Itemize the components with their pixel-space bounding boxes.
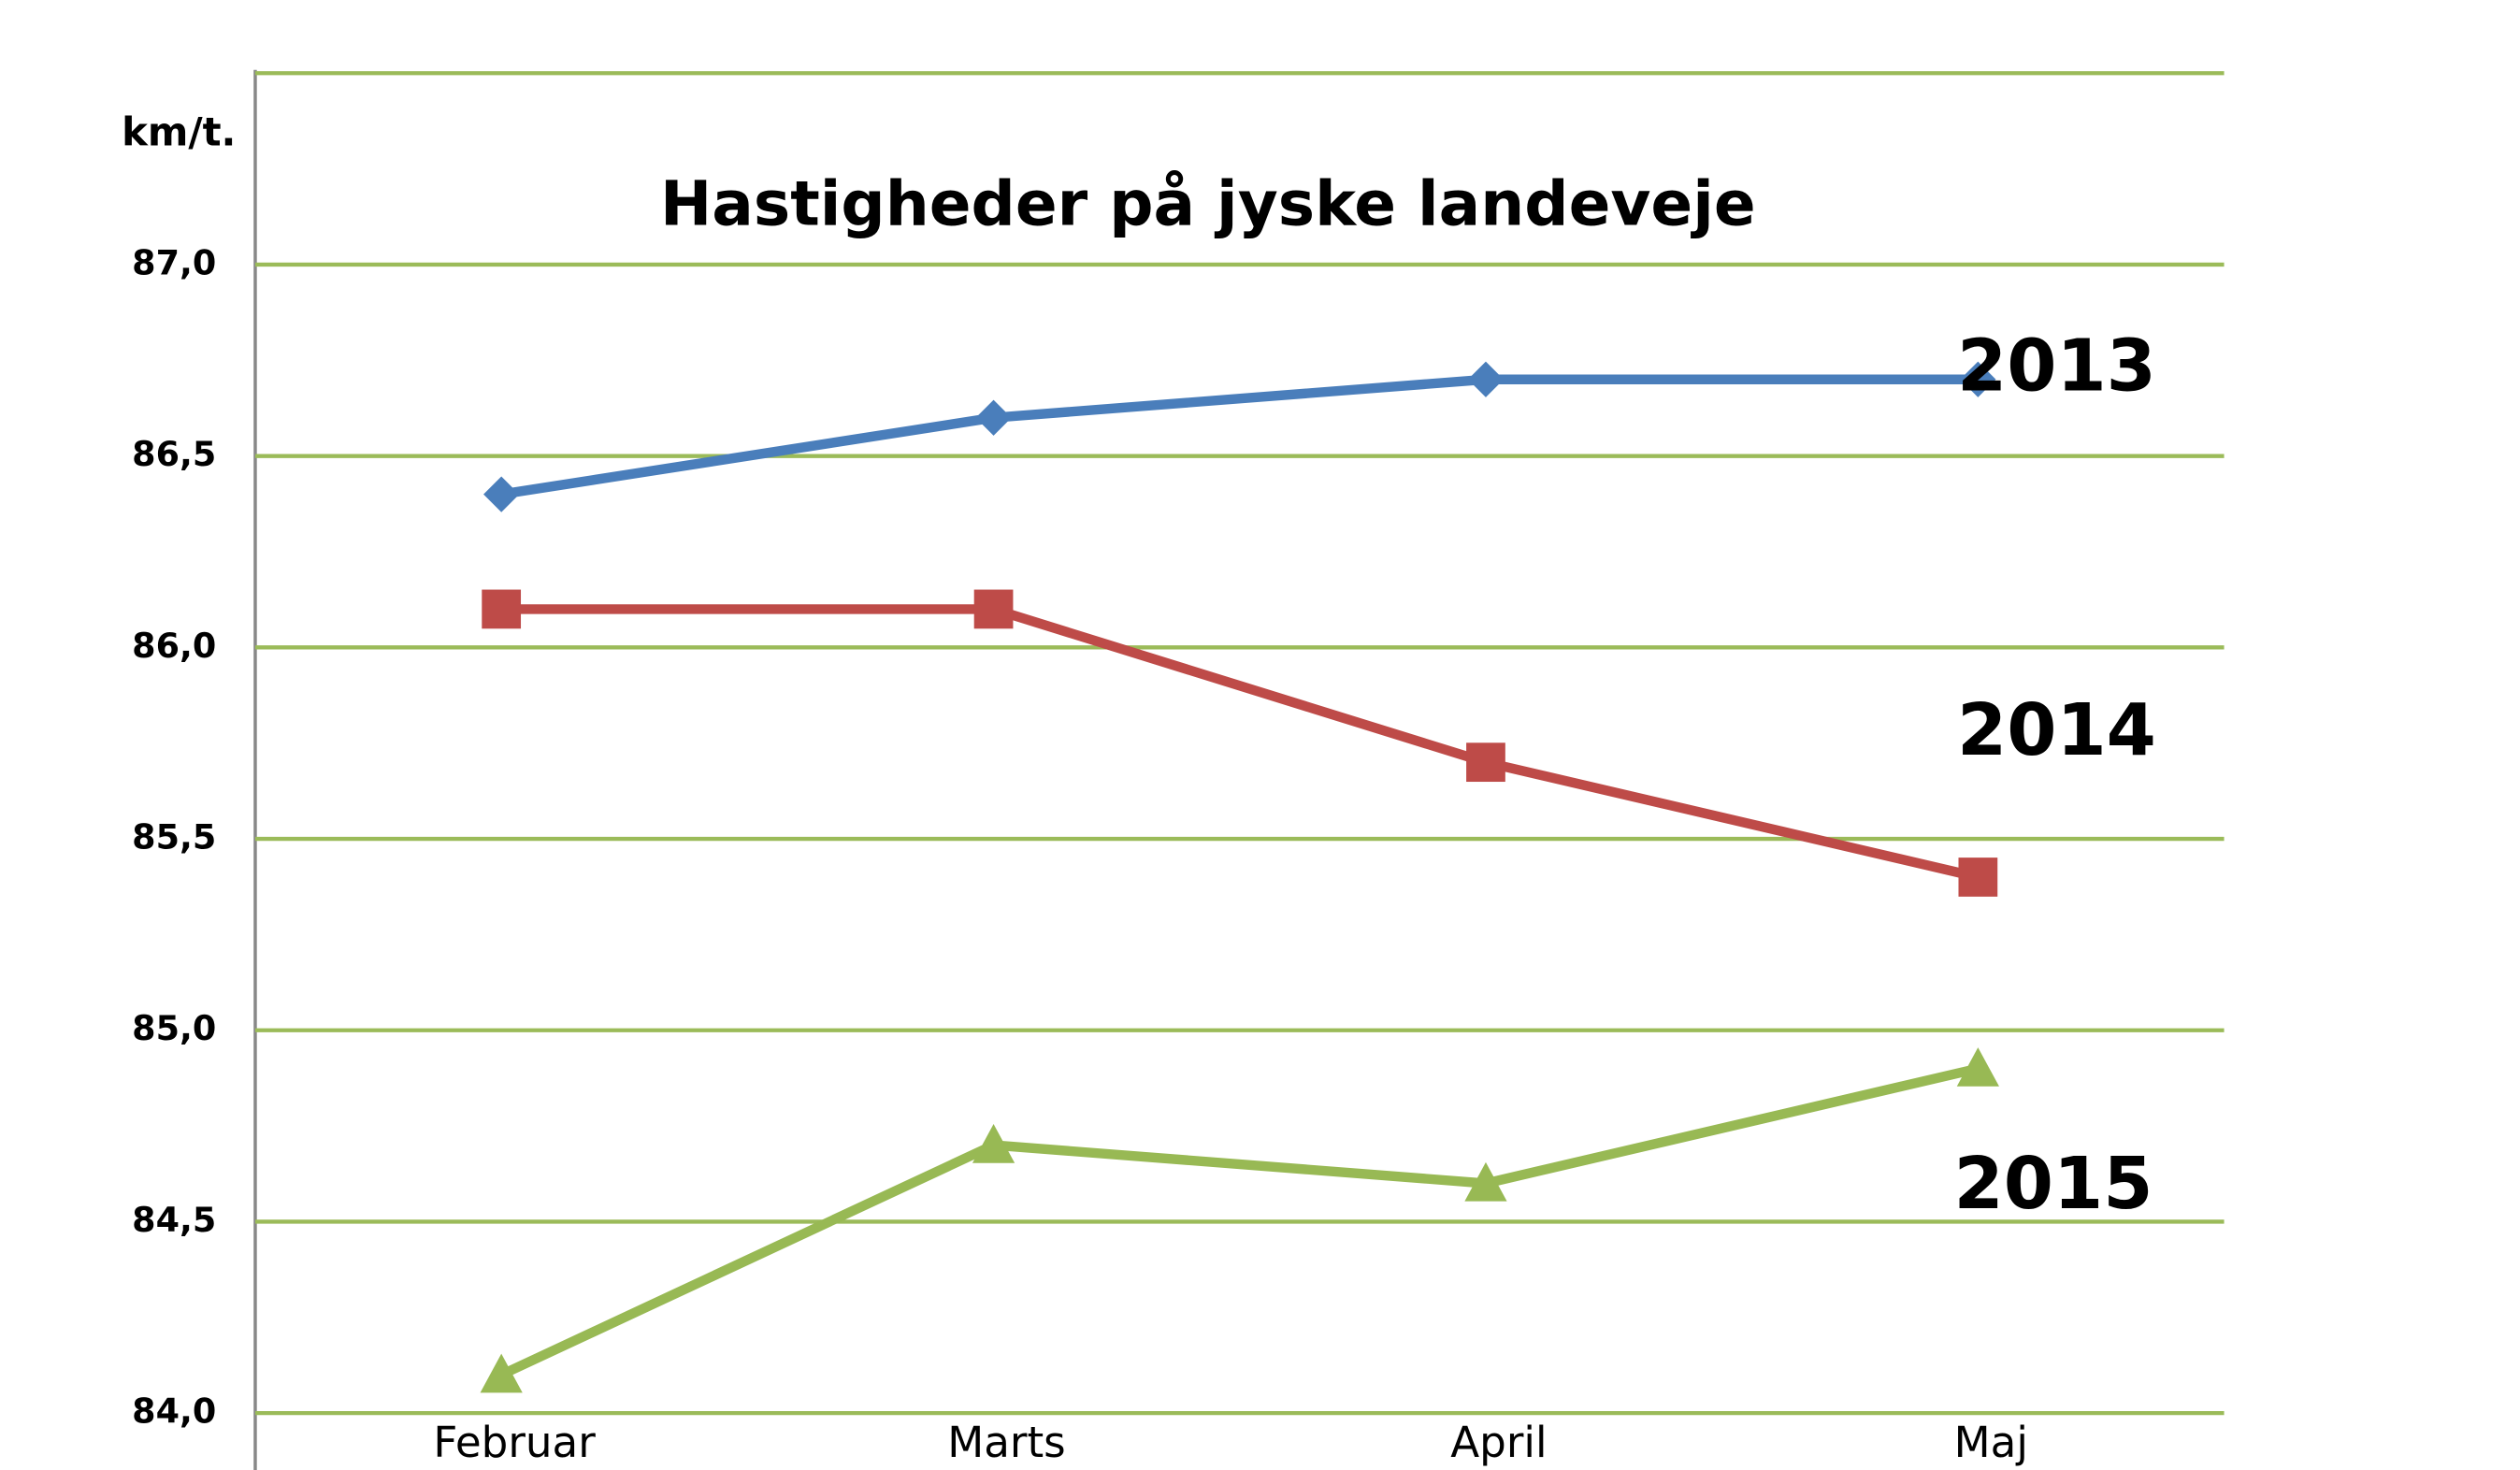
series-line [500, 374, 1979, 499]
series-line [501, 604, 1980, 883]
y-tick-label: 87,0 [132, 242, 216, 282]
y-tick-label: 85,0 [132, 1008, 216, 1048]
marker [1956, 1047, 1999, 1087]
series-line [498, 1063, 1980, 1379]
marker [1960, 361, 1996, 397]
x-tick-label: Marts [947, 1418, 1066, 1467]
chart-title: Hastigheder på jyske landeveje [660, 168, 1756, 240]
marker [972, 1123, 1015, 1163]
series-label: 2015 [1954, 1143, 2153, 1226]
marker [482, 589, 522, 629]
y-axis-label: km/t. [122, 108, 236, 154]
marker [973, 589, 1014, 629]
y-tick-label: 84,0 [132, 1391, 216, 1432]
marker [1467, 361, 1505, 397]
y-tick-label: 86,5 [132, 434, 216, 474]
x-tick-label: April [1450, 1418, 1547, 1467]
y-tick-label: 86,0 [132, 626, 216, 666]
marker [1958, 858, 1998, 897]
x-tick-label: Februar [433, 1418, 596, 1467]
marker [1466, 742, 1505, 783]
series-label: 2013 [1957, 324, 2156, 408]
marker [480, 1353, 523, 1393]
x-tick-label: Maj [1954, 1418, 2028, 1467]
marker [483, 476, 520, 512]
series-label: 2014 [1957, 689, 2156, 772]
y-tick-label: 84,5 [132, 1200, 216, 1240]
y-tick-label: 85,5 [132, 817, 216, 858]
marker [1464, 1161, 1507, 1202]
